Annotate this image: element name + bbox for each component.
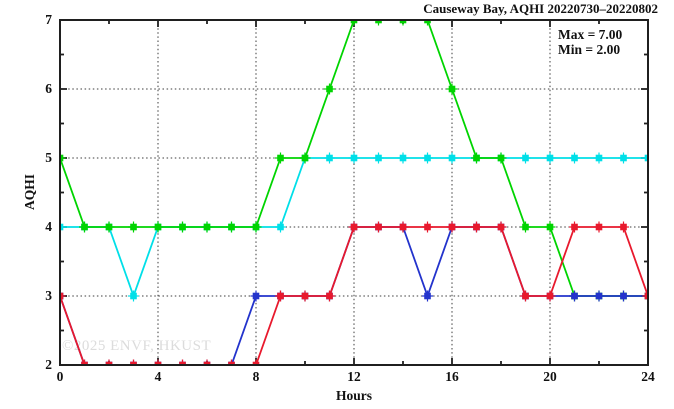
y-tick-label: 5: [45, 150, 52, 165]
y-tick-label: 2: [45, 357, 52, 372]
min-value-label: Min = 2.00: [558, 42, 621, 57]
max-min-annotation: Max = 7.00 Min = 2.00: [558, 27, 622, 57]
y-tick-label: 4: [45, 219, 52, 234]
x-tick-label: 24: [641, 369, 655, 384]
x-tick-label: 20: [543, 369, 557, 384]
max-value-label: Max = 7.00: [558, 27, 623, 42]
chart-title: Causeway Bay, AQHI 20220730–20220802: [423, 1, 658, 16]
watermark: ©2025 ENVF, HKUST: [62, 338, 212, 354]
x-tick-label: 8: [252, 369, 260, 384]
x-axis-title: Hours: [335, 388, 372, 403]
x-tick-label: 12: [347, 369, 361, 384]
y-tick-label: 6: [45, 81, 52, 96]
x-tick-label: 16: [445, 369, 459, 384]
x-tick-label: 0: [56, 369, 64, 384]
y-tick-label: 7: [45, 12, 52, 27]
y-tick-label: 3: [45, 288, 52, 303]
x-tick-label: 4: [154, 369, 162, 384]
